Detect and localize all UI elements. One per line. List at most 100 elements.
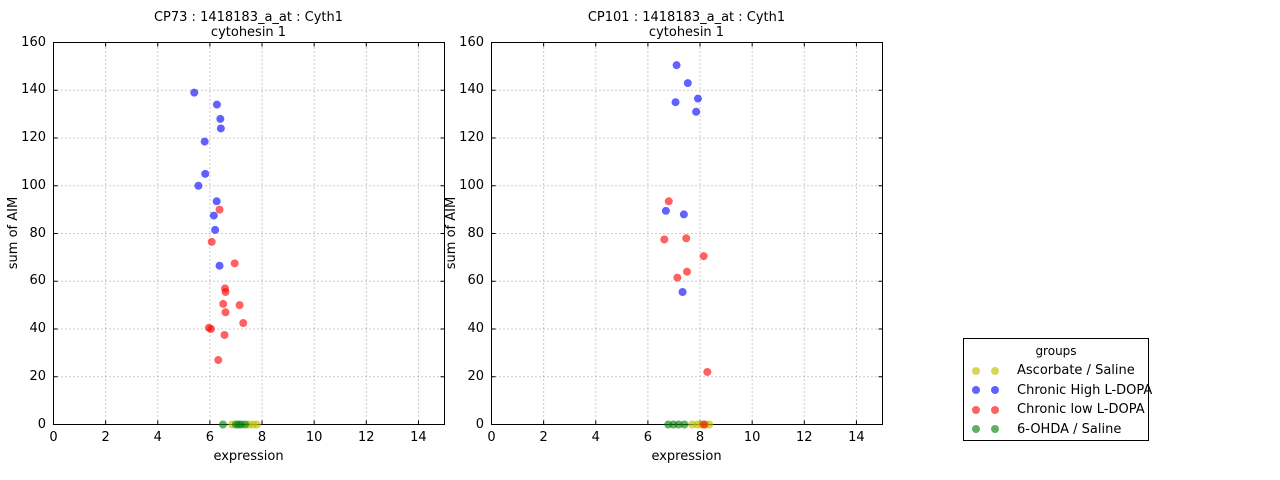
y-tick-label: 60: [467, 273, 484, 289]
y-tick-label: 160: [459, 34, 484, 50]
data-point-chronic-high-l-dopa: [672, 61, 681, 70]
x-tick-label: 12: [358, 430, 375, 445]
y-tick-label: 40: [467, 321, 484, 336]
data-point-chronic-high-l-dopa: [661, 206, 670, 215]
data-point-chronic-low-l-dopa: [239, 319, 248, 328]
data-point-chronic-high-l-dopa: [211, 225, 220, 234]
x-tick-label: 14: [848, 430, 865, 445]
legend-marker-dot: [991, 405, 999, 414]
y-tick-label: 20: [467, 368, 484, 384]
data-point-chronic-low-l-dopa: [214, 356, 223, 365]
data-point-chronic-low-l-dopa: [207, 237, 216, 246]
data-point-chronic-high-l-dopa: [212, 197, 221, 206]
plot-title-cp101: CP101 : 1418183_a_at : Cyth1 cytohesin 1: [491, 10, 882, 40]
y-tick-label: 140: [21, 82, 46, 98]
data-point-chronic-high-l-dopa: [216, 114, 225, 123]
y-tick-label: 40: [29, 321, 46, 336]
legend-item-6-ohda-saline: 6-OHDA / Saline: [964, 420, 1148, 440]
data-point-chronic-high-l-dopa: [200, 137, 209, 146]
x-tick-label: 10: [743, 430, 761, 445]
x-tick-label: 6: [205, 430, 215, 445]
legend-marker-dot: [991, 386, 999, 395]
y-tick-label: 160: [21, 34, 46, 50]
legend-marker-dot: [972, 405, 980, 414]
data-point-chronic-high-l-dopa: [679, 210, 688, 219]
legend-marker-dot: [991, 366, 999, 375]
y-tick-label: 80: [29, 225, 46, 241]
x-axis-label: expression: [651, 449, 722, 464]
x-tick-label: 12: [796, 430, 813, 445]
x-tick-label: 4: [153, 430, 162, 445]
y-tick-label: 140: [459, 82, 484, 98]
data-point-chronic-high-l-dopa: [693, 94, 702, 103]
x-tick-label: 2: [539, 430, 548, 445]
data-point-chronic-high-l-dopa: [201, 169, 210, 178]
data-point-chronic-high-l-dopa: [190, 88, 199, 97]
legend-item-label: 6-OHDA / Saline: [1017, 421, 1122, 437]
data-point-chronic-high-l-dopa: [678, 287, 687, 296]
legend-marker-dot: [972, 386, 980, 395]
x-tick-label: 8: [695, 430, 705, 445]
y-tick-label: 0: [475, 416, 484, 432]
data-point-ascorbate-saline: [252, 420, 261, 429]
y-tick-label: 80: [467, 225, 484, 241]
y-tick-label: 120: [21, 130, 46, 145]
legend-item-label: Chronic low L-DOPA: [1017, 402, 1145, 418]
data-point-6-ohda-saline: [674, 420, 683, 429]
legend-item-ascorbate-saline: Ascorbate / Saline: [964, 361, 1148, 381]
legend-marker-dot: [991, 425, 999, 434]
legend: groups Ascorbate / Saline Chronic High L…: [963, 338, 1152, 441]
data-point-chronic-low-l-dopa: [682, 234, 691, 243]
x-tick-label: 14: [410, 430, 427, 445]
y-tick-label: 20: [29, 368, 46, 384]
y-tick-label: 60: [29, 273, 46, 289]
y-tick-label: 120: [459, 130, 484, 145]
data-point-chronic-high-l-dopa: [215, 261, 224, 270]
plot-canvas: [53, 42, 445, 429]
plot-title-line1: CP73 : 1418183_a_at : Cyth1: [153, 10, 344, 25]
data-point-chronic-low-l-dopa: [673, 273, 682, 282]
data-point-chronic-low-l-dopa: [699, 252, 708, 261]
plot-title-cp73: CP73 : 1418183_a_at : Cyth1 cytohesin 1: [53, 10, 444, 40]
data-point-chronic-low-l-dopa: [235, 301, 244, 310]
plot-title-line2: cytohesin 1: [210, 25, 287, 40]
x-tick-label: 10: [305, 430, 323, 445]
y-tick-label: 100: [21, 177, 46, 193]
plot-title-line2: cytohesin 1: [648, 25, 725, 40]
data-point-chronic-high-l-dopa: [194, 181, 203, 190]
x-tick-label: 2: [101, 430, 110, 445]
x-axis-label: expression: [213, 449, 284, 464]
legend-item-label: Chronic High L-DOPA: [1017, 382, 1153, 398]
legend-marker-dot: [972, 425, 980, 434]
legend-item-chronic-high-l-dopa: Chronic High L-DOPA: [964, 381, 1152, 401]
data-point-chronic-low-l-dopa: [683, 267, 691, 276]
data-point-chronic-low-l-dopa: [703, 367, 712, 376]
data-point-chronic-high-l-dopa: [209, 211, 218, 220]
data-point-6-ohda-saline: [241, 420, 250, 429]
data-point-chronic-low-l-dopa: [215, 205, 224, 214]
data-point-chronic-low-l-dopa: [230, 259, 239, 268]
data-point-chronic-low-l-dopa: [220, 330, 229, 339]
data-point-chronic-low-l-dopa: [219, 299, 228, 308]
data-point-chronic-high-l-dopa: [683, 79, 692, 88]
data-point-chronic-low-l-dopa: [660, 235, 669, 244]
data-point-chronic-high-l-dopa: [216, 124, 225, 133]
data-point-6-ohda-saline: [218, 420, 227, 429]
data-point-chronic-high-l-dopa: [692, 107, 701, 116]
x-tick-label: 8: [257, 430, 267, 445]
y-tick-label: 0: [37, 416, 46, 432]
data-point-chronic-low-l-dopa: [699, 420, 708, 429]
plot-title-line1: CP101 : 1418183_a_at : Cyth1: [587, 10, 786, 25]
legend-item-label: Ascorbate / Saline: [1017, 363, 1135, 379]
data-point-chronic-low-l-dopa: [221, 287, 230, 296]
legend-item-chronic-low-l-dopa: Chronic low L-DOPA: [964, 400, 1148, 420]
x-tick-label: 6: [643, 430, 653, 445]
data-point-chronic-low-l-dopa: [664, 197, 673, 206]
legend-title: groups: [1035, 344, 1077, 358]
x-tick-label: 4: [591, 430, 600, 445]
x-tick-label: 0: [487, 430, 496, 445]
data-point-chronic-low-l-dopa: [206, 325, 215, 333]
plot-canvas: [491, 42, 883, 429]
